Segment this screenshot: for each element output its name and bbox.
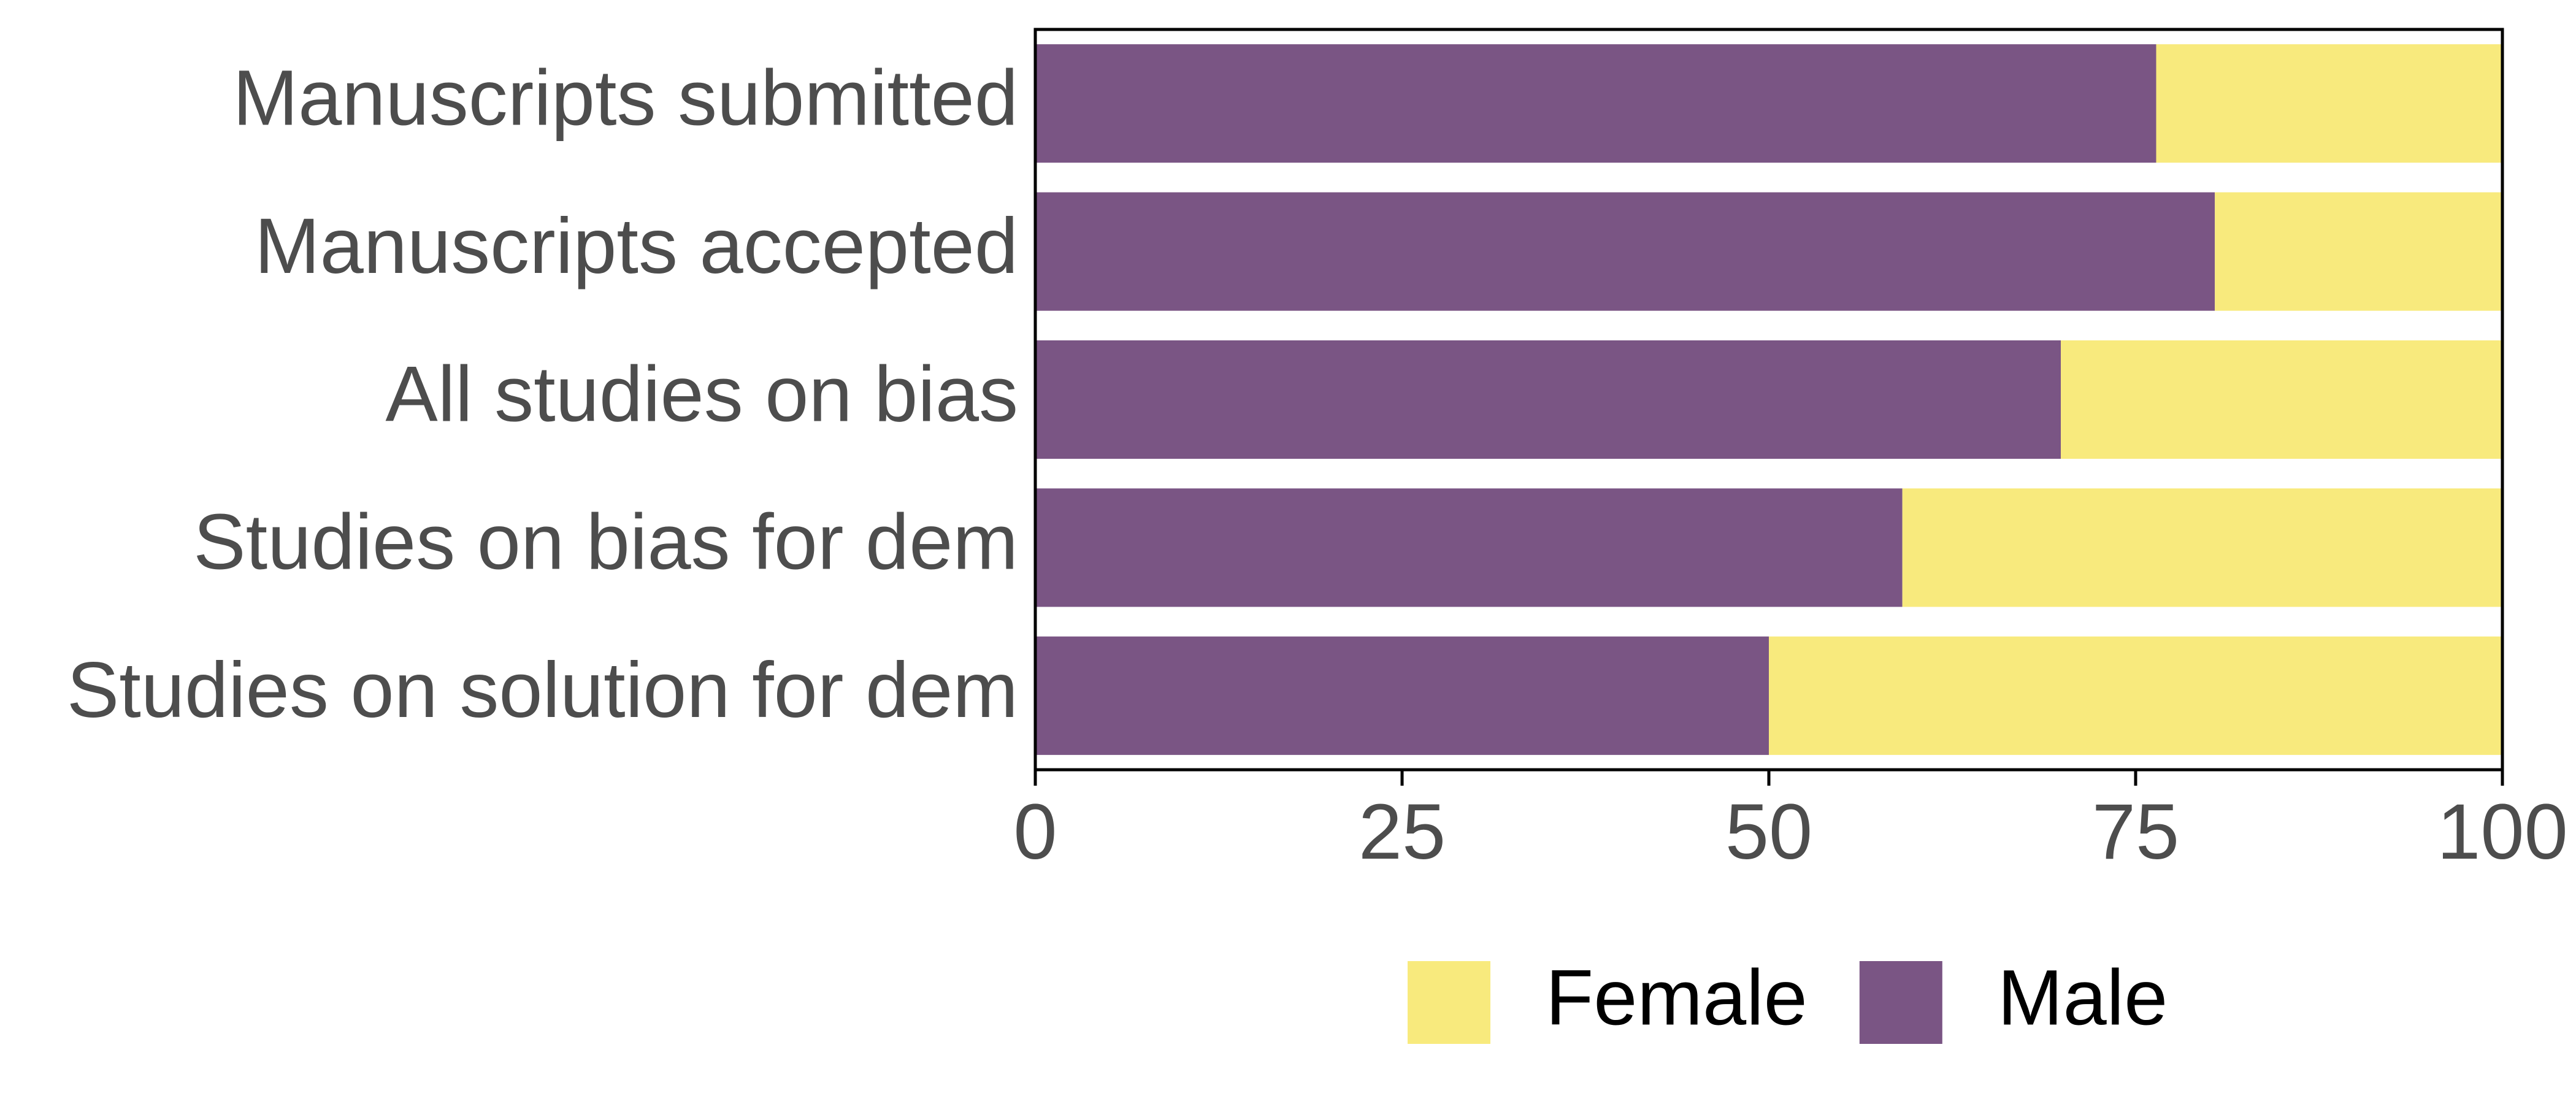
category-label: All studies on bias: [385, 350, 1018, 438]
category-label: Studies on bias for dem: [193, 499, 1018, 586]
bar-female-2: [2061, 340, 2502, 459]
legend-key-male: [1859, 961, 1942, 1044]
bar-male-3: [1035, 488, 1903, 607]
category-labels: Manuscripts submitted Manuscripts accepte…: [67, 55, 1018, 735]
legend-label-female: Female: [1546, 954, 1807, 1041]
category-label: Studies on solution for dem: [67, 646, 1018, 734]
bars: [1035, 44, 2502, 755]
x-tick-label: 0: [1013, 788, 1057, 876]
bar-male-4: [1035, 636, 1769, 755]
legend: Female Male: [1408, 954, 2168, 1044]
legend-key-female: [1408, 961, 1490, 1044]
bar-male-0: [1035, 44, 2156, 163]
bar-female-1: [2215, 192, 2502, 311]
bar-female-4: [1769, 636, 2502, 755]
x-tick-label: 50: [1725, 788, 1812, 876]
x-axis: 0 25 50 75 100: [1013, 770, 2568, 876]
bar-male-1: [1035, 192, 2215, 311]
category-label: Manuscripts accepted: [255, 202, 1018, 290]
legend-label-male: Male: [1998, 954, 2168, 1041]
category-label: Manuscripts submitted: [233, 55, 1019, 142]
x-tick-label: 25: [1359, 788, 1446, 876]
x-tick-label: 100: [2437, 788, 2568, 876]
bar-female-0: [2156, 44, 2502, 163]
bar-female-3: [1902, 488, 2502, 607]
bar-male-2: [1035, 340, 2061, 459]
x-tick-label: 75: [2092, 788, 2179, 876]
